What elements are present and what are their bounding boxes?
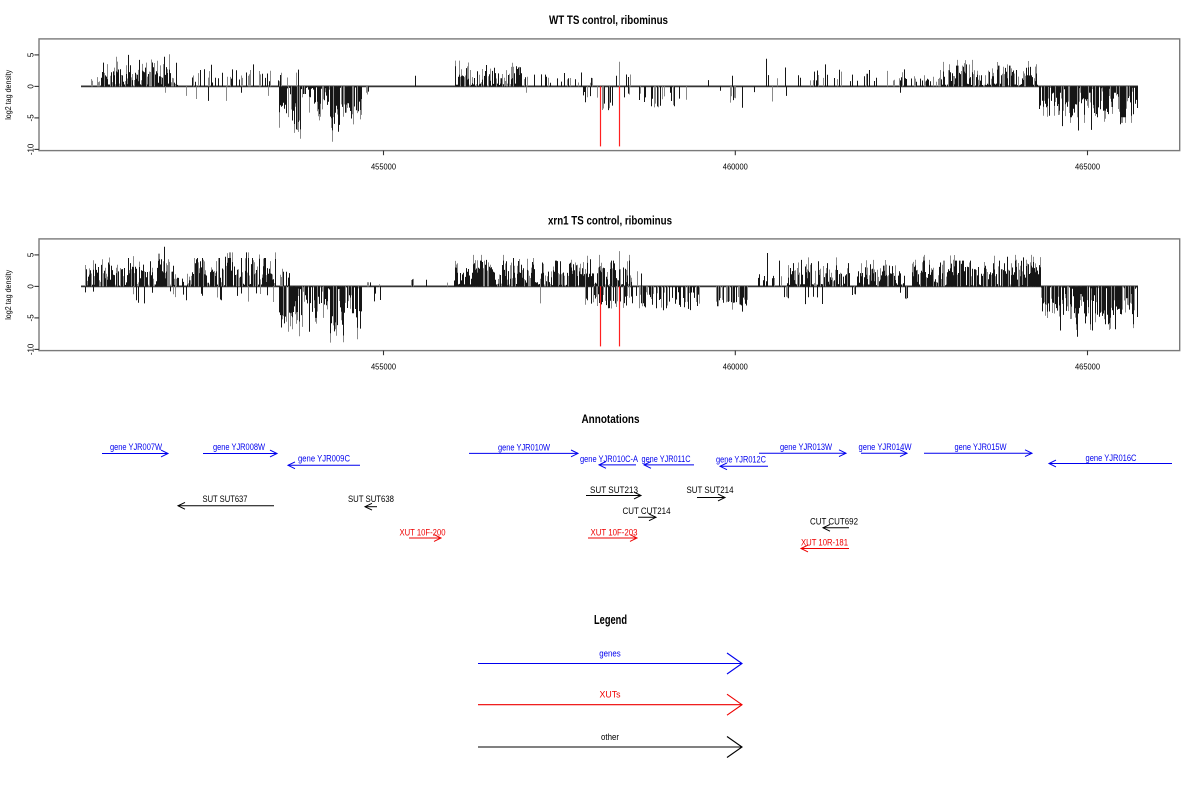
svg-text:gene YJR008W: gene YJR008W — [213, 442, 265, 452]
svg-text:465000: 465000 — [1075, 362, 1100, 372]
svg-text:gene YJR010C-A: gene YJR010C-A — [580, 454, 638, 464]
svg-text:5: 5 — [27, 52, 36, 57]
svg-text:-5: -5 — [27, 114, 36, 122]
svg-text:gene YJR012C: gene YJR012C — [716, 455, 766, 465]
svg-text:CUT CUT214: CUT CUT214 — [623, 506, 671, 516]
svg-text:-10: -10 — [27, 343, 36, 355]
svg-text:Annotations: Annotations — [582, 412, 640, 426]
svg-text:genes: genes — [599, 649, 621, 659]
svg-text:XUT 10F-203: XUT 10F-203 — [591, 528, 638, 538]
svg-text:gene YJR013W: gene YJR013W — [780, 442, 832, 452]
svg-text:gene YJR016C: gene YJR016C — [1086, 453, 1137, 463]
svg-text:460000: 460000 — [723, 162, 748, 172]
svg-text:log2 tag density: log2 tag density — [4, 70, 13, 120]
svg-text:WT TS control, ribominus: WT TS control, ribominus — [549, 15, 668, 27]
svg-text:-5: -5 — [27, 314, 36, 322]
svg-text:gene YJR015W: gene YJR015W — [955, 442, 1007, 452]
svg-text:Legend: Legend — [594, 613, 627, 627]
svg-text:XUT 10F-200: XUT 10F-200 — [400, 528, 446, 538]
svg-text:xrn1 TS control, ribominus: xrn1 TS control, ribominus — [548, 215, 672, 227]
svg-text:SUT SUT637: SUT SUT637 — [203, 494, 248, 504]
svg-text:XUT 10R-181: XUT 10R-181 — [801, 537, 848, 547]
svg-text:SUT SUT214: SUT SUT214 — [687, 485, 734, 495]
svg-text:455000: 455000 — [371, 162, 396, 172]
svg-text:455000: 455000 — [371, 362, 396, 372]
svg-text:log2 tag density: log2 tag density — [4, 270, 13, 320]
svg-text:460000: 460000 — [723, 362, 748, 372]
svg-text:gene YJR009C: gene YJR009C — [298, 454, 350, 464]
svg-text:gene YJR014W: gene YJR014W — [859, 442, 912, 452]
svg-text:XUTs: XUTs — [600, 690, 621, 700]
svg-text:SUT SUT638: SUT SUT638 — [348, 494, 394, 504]
svg-text:CUT CUT692: CUT CUT692 — [810, 517, 858, 527]
svg-text:gene YJR010W: gene YJR010W — [498, 442, 550, 452]
svg-text:465000: 465000 — [1075, 162, 1100, 172]
svg-text:gene YJR007W: gene YJR007W — [110, 442, 162, 452]
svg-text:gene YJR011C: gene YJR011C — [642, 454, 691, 464]
svg-text:other: other — [601, 732, 619, 742]
svg-text:-10: -10 — [27, 143, 36, 155]
svg-text:SUT SUT213: SUT SUT213 — [590, 485, 638, 495]
svg-text:5: 5 — [27, 252, 36, 257]
svg-text:0: 0 — [27, 84, 36, 89]
svg-text:0: 0 — [27, 284, 36, 289]
